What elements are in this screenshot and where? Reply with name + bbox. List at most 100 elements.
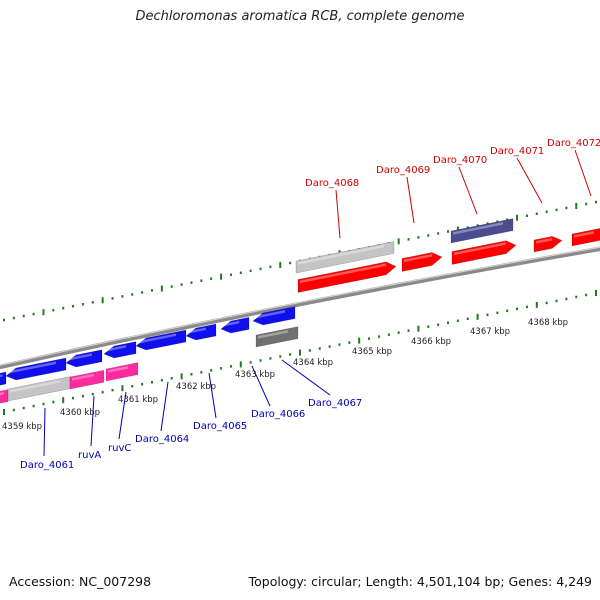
upper-tick [121,295,124,298]
leader-reverse-5 [251,365,271,407]
gene-daro-4065 [185,323,217,341]
gene-daro-4068-box-shine [298,244,384,265]
lower-tick [328,345,331,348]
upper-tick [397,238,400,245]
gene-label-daro-4068[interactable]: Daro_4068 [305,178,359,189]
gene-label-daro-4071[interactable]: Daro_4071 [490,146,544,157]
upper-tick [259,267,262,271]
lower-tick [239,361,242,368]
leader-forward-2 [458,166,478,215]
gene-ruvc [103,341,137,359]
lower-tick [210,369,213,372]
gene-label-ruva[interactable]: ruvA [78,450,101,461]
upper-tick [72,304,75,308]
gene-label-daro-4072[interactable]: Daro_4072 [547,138,600,149]
upper-tick [289,261,292,265]
upper-tick [190,281,193,284]
upper-tick [42,309,45,316]
lower-tick [141,382,144,386]
backbone-line [0,246,600,370]
gene-features [0,218,600,404]
gene-label-daro-4064[interactable]: Daro_4064 [135,434,189,445]
lower-tick [220,367,223,370]
kbp-label-4359: 4359 kbp [2,422,42,432]
gene-label-daro-4067[interactable]: Daro_4067 [308,398,362,409]
leader-reverse-4 [208,372,217,419]
leader-reverse-3 [160,381,169,432]
lower-tick [535,301,538,308]
lower-tick [525,305,528,309]
lower-tick [555,299,558,303]
lower-tick [348,341,351,344]
upper-tick [91,301,94,304]
upper-tick [447,230,449,233]
lower-tick [22,406,25,410]
upper-tick [496,220,499,223]
leader-forward-0 [335,189,341,239]
kbp-label-4360: 4360 kbp [60,408,100,418]
lower-tick [437,323,440,326]
upper-tick [466,226,469,229]
genome-backbone [0,246,600,370]
leader-reverse-0 [43,407,46,457]
gene-ruvc-box [105,362,139,382]
lower-tick [585,293,588,297]
gene-daro-4060-shine [0,374,3,378]
kbp-label-4366: 4366 kbp [411,337,451,347]
accession-text: Accession: NC_007298 [9,574,152,589]
upper-tick [269,265,272,269]
leader-forward-1 [406,176,415,224]
gene-daro-4068-box [295,241,395,274]
lower-tick [387,333,390,336]
gene-daro-4066 [220,317,250,334]
gene-daro-4070-box [450,218,514,244]
lower-tick [32,404,35,408]
gene-daro-4061 [5,357,67,381]
lower-tick [338,343,341,346]
gene-ruva-box [69,369,105,390]
lower-tick [575,295,578,299]
lower-tick [407,329,410,332]
gene-daro-4065-shine [188,327,206,334]
gene-daro-4067-box [255,326,299,348]
kbp-label-4364: 4364 kbp [293,358,333,368]
leader-reverse-2 [118,391,127,440]
lower-tick [259,359,262,362]
gene-label-daro-4066[interactable]: Daro_4066 [251,409,305,420]
kbp-label-4361: 4361 kbp [118,395,158,405]
gene-daro-4069 [401,252,443,272]
gene-daro-4072-shine [574,231,594,238]
gene-daro-4066-shine [223,320,240,327]
leader-forward-4 [574,149,592,197]
leader-forward-3 [516,157,543,204]
lower-tick [269,357,272,360]
lower-tick [427,325,430,328]
gene-label-ruvc[interactable]: ruvC [108,443,131,454]
lower-tick [496,311,499,315]
upper-tick [516,214,519,221]
upper-tick [229,273,232,277]
gene-daro-4070-shine [454,242,506,256]
gene-daro-4064 [135,329,187,351]
upper-tick [239,271,242,275]
leader-reverse-1 [90,395,95,447]
lower-tick [447,321,449,324]
gene-label-daro-4061[interactable]: Daro_4061 [20,460,74,471]
lower-tick [545,301,548,305]
lower-tick [131,384,134,388]
gene-daro-4072 [571,228,600,247]
upper-tick [407,238,410,241]
lower-tick [52,400,55,404]
gene-daro-4068 [297,261,397,293]
gene-label-daro-4070[interactable]: Daro_4070 [433,155,487,166]
gene-daro-4070-box-shine [453,222,503,235]
label-leader-lines [43,149,592,457]
gene-label-daro-4069[interactable]: Daro_4069 [376,165,430,176]
upper-tick [111,297,114,300]
gene-ruvc-box-shine [108,366,128,373]
upper-tick [101,297,104,304]
gene-daro-4069-shine [404,254,432,263]
gene-label-daro-4065[interactable]: Daro_4065 [193,421,247,432]
lower-tick [160,379,163,382]
lower-tick [91,392,94,396]
